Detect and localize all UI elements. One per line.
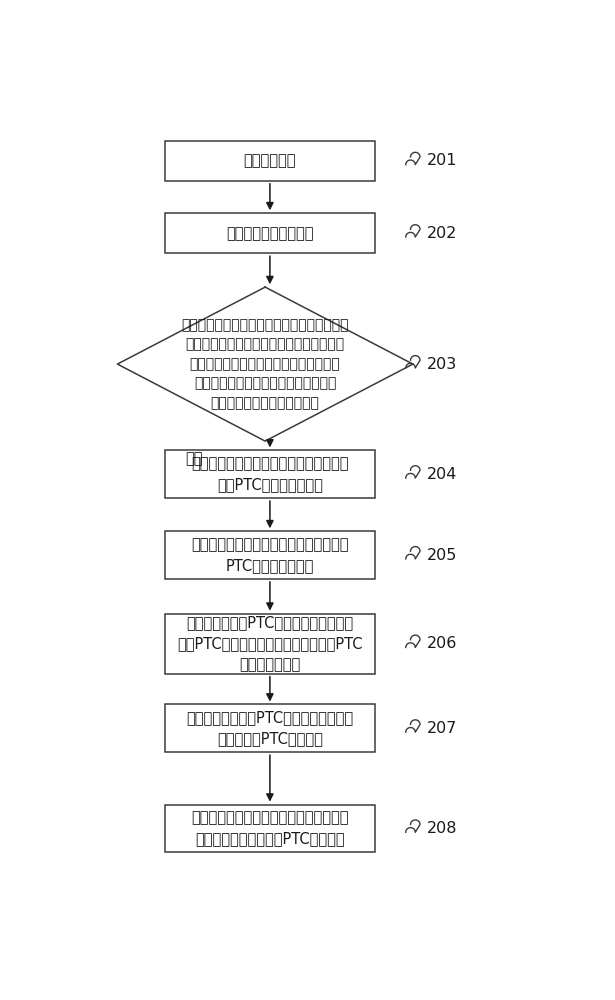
Text: 满足: 满足 [185,451,202,466]
Bar [165,450,375,498]
Bar [165,704,375,752]
Bar [165,213,375,253]
Text: 205: 205 [427,548,458,563]
Text: 控制与所述加热器PTC的较小运行根数对
应的加热器PTC进行加热: 控制与所述加热器PTC的较小运行根数对 应的加热器PTC进行加热 [186,710,354,746]
Text: 206: 206 [427,636,458,651]
Text: 203: 203 [427,357,458,372]
Text: 在当前第二水温信号大于等于第一水温阙
値时，控制所述加热器PTC停止加热: 在当前第二水温信号大于等于第一水温阙 値时，控制所述加热器PTC停止加热 [191,810,349,846]
Text: 接收采集到的车辆信号: 接收采集到的车辆信号 [226,226,314,241]
Bar [165,614,375,674]
Bar [165,141,375,181]
Bar [165,531,375,579]
Text: 201: 201 [427,153,458,168]
Text: 判断所述电源电量信号是否大于等于第一电量
阙値、所述空调制热信号是否等于第一空调
制热阙値、所述车外温度信号是否小于等
于第一温度阙値且所述当前第一水温信
号是: 判断所述电源电量信号是否大于等于第一电量 阙値、所述空调制热信号是否等于第一空调… [181,318,349,410]
Text: 204: 204 [427,467,458,482]
Text: 208: 208 [427,821,458,836]
Text: 207: 207 [427,721,458,736]
Text: 依据所述电源电量信号，计算得到加热器
PTC的第二运行根数: 依据所述电源电量信号，计算得到加热器 PTC的第二运行根数 [191,537,349,573]
Text: 202: 202 [427,226,458,241]
Text: 比较所述加热器PTC的第一运行根数与加
热器PTC的第二运行根数，获得加热器PTC
的较小运行根数: 比较所述加热器PTC的第一运行根数与加 热器PTC的第二运行根数，获得加热器PT… [177,615,363,672]
Bar [165,805,375,852]
Text: 依据所述当前第一水温信号，计算得到加
热器PTC的第一运行根数: 依据所述当前第一水温信号，计算得到加 热器PTC的第一运行根数 [191,456,349,492]
Text: 接收启动信号: 接收启动信号 [244,153,296,168]
